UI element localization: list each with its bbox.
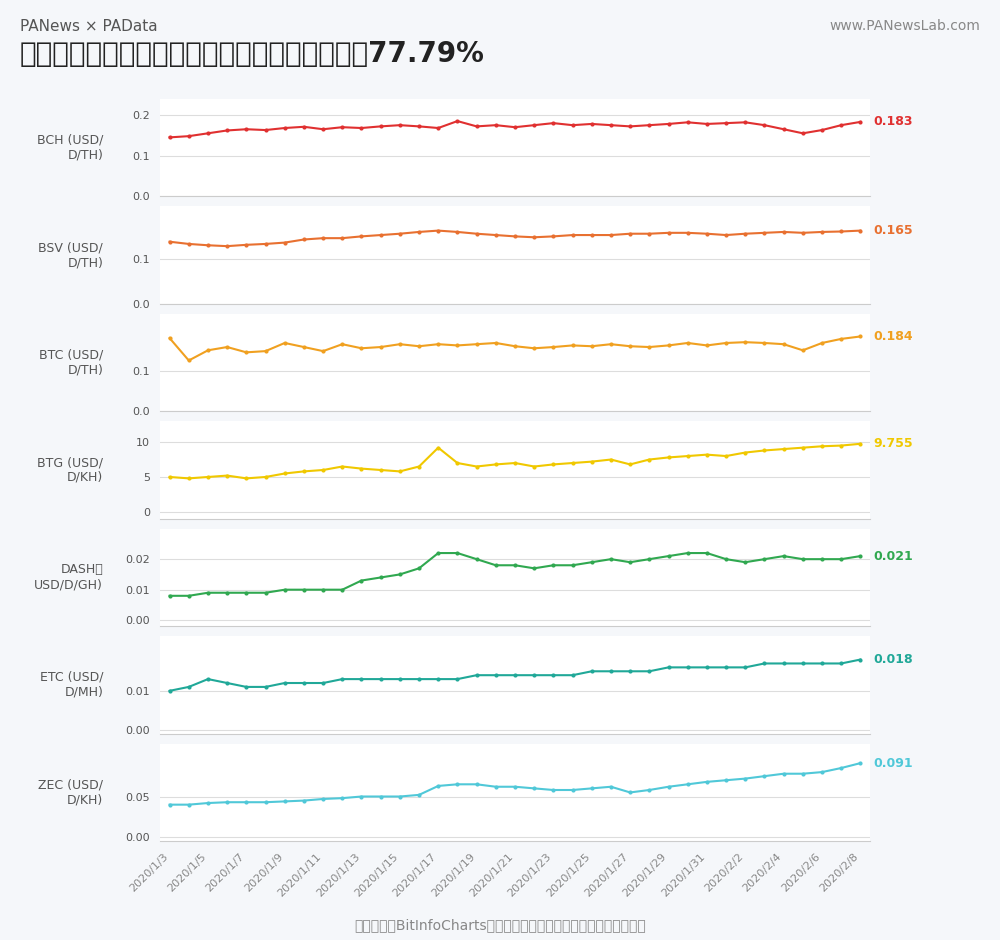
Text: www.PANewsLab.com: www.PANewsLab.com: [829, 19, 980, 33]
Text: 进入减产年以来，减产币日均挖矿收益平均上涨77.79%: 进入减产年以来，减产币日均挖矿收益平均上涨77.79%: [20, 40, 485, 69]
Text: 0.018: 0.018: [874, 653, 913, 666]
Text: PANews × PAData: PANews × PAData: [20, 19, 158, 34]
Y-axis label: BCH (USD/
D/TH): BCH (USD/ D/TH): [37, 133, 103, 162]
Y-axis label: BTC (USD/
D/TH): BTC (USD/ D/TH): [39, 349, 103, 377]
Y-axis label: BTG (USD/
D/KH): BTG (USD/ D/KH): [37, 456, 103, 484]
Y-axis label: ETC (USD/
D/MH): ETC (USD/ D/MH): [40, 671, 103, 699]
Text: 0.091: 0.091: [874, 757, 913, 770]
Y-axis label: DASH（
USD/D/GH): DASH（ USD/D/GH): [34, 563, 103, 591]
Y-axis label: BSV (USD/
D/TH): BSV (USD/ D/TH): [38, 241, 103, 269]
Text: 数据来源：BitInfoCharts；单位：参考各网络实际挖矿最小算力单位: 数据来源：BitInfoCharts；单位：参考各网络实际挖矿最小算力单位: [354, 918, 646, 932]
Y-axis label: ZEC (USD/
D/KH): ZEC (USD/ D/KH): [38, 778, 103, 807]
Text: 9.755: 9.755: [874, 437, 913, 450]
Text: 0.021: 0.021: [874, 550, 913, 563]
Text: 0.165: 0.165: [874, 224, 913, 237]
Text: 0.183: 0.183: [874, 116, 913, 129]
Text: 0.184: 0.184: [874, 330, 913, 343]
